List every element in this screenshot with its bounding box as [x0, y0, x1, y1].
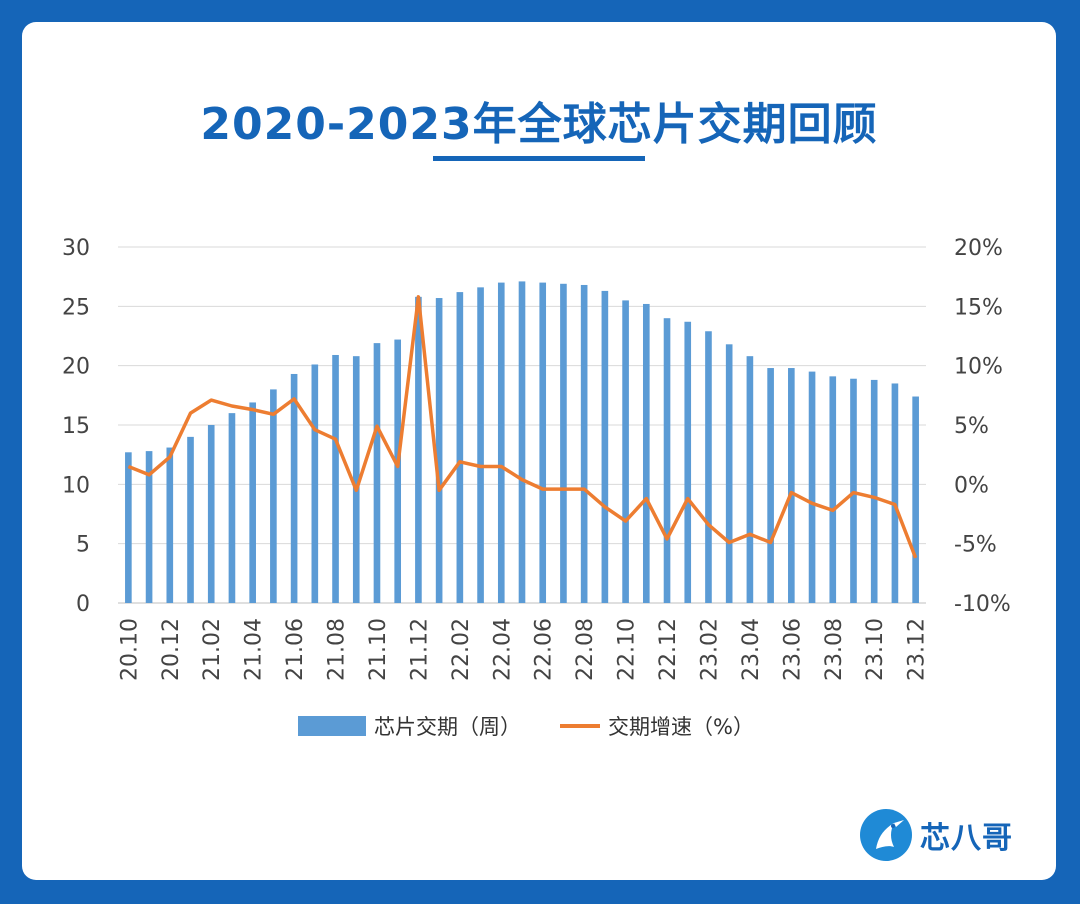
x-tick-label: 21.12 [407, 618, 432, 681]
bar [352, 356, 360, 603]
y-right-tick-label: -10% [954, 592, 1011, 617]
bar [642, 303, 650, 603]
y-right-tick-label: 0% [954, 473, 989, 498]
bar [705, 331, 712, 603]
x-tick-label: 23.04 [739, 618, 764, 681]
y-right-tick-label: 5% [954, 414, 989, 439]
title-underline [433, 156, 645, 161]
growth-line [127, 295, 918, 559]
x-tick-label: 21.02 [200, 618, 225, 681]
bar [788, 368, 795, 603]
x-tick-label: 22.08 [573, 618, 598, 681]
y-left-tick-label: 5 [76, 533, 90, 558]
y-left-tick-label: 25 [62, 295, 90, 320]
bar [870, 379, 878, 603]
bar [228, 413, 236, 603]
bar [663, 318, 671, 603]
x-tick-label: 23.06 [780, 618, 805, 681]
bar [125, 452, 132, 603]
x-tick-label: 23.02 [697, 618, 722, 681]
y-left-tick-label: 20 [62, 355, 90, 380]
y-left-tick-label: 10 [62, 473, 90, 498]
bar [435, 298, 443, 603]
bar [622, 300, 629, 603]
bird-logo-icon [860, 809, 912, 861]
x-tick-label: 22.12 [656, 618, 681, 681]
bar [477, 287, 484, 603]
y-right-tick-label: 10% [954, 355, 1003, 380]
x-tick-label: 22.10 [615, 618, 640, 681]
bar [539, 282, 547, 603]
bar [829, 376, 837, 603]
x-tick-label: 20.10 [117, 618, 142, 681]
x-tick-label: 23.10 [863, 618, 888, 681]
bar [808, 371, 816, 603]
bar [580, 284, 588, 603]
y-left-tick-label: 15 [62, 414, 90, 439]
bar [207, 425, 215, 603]
bar [497, 282, 505, 603]
bar [415, 296, 422, 603]
bar [187, 436, 194, 603]
legend-line-label: 交期增速（%） [608, 715, 754, 739]
x-tick-label: 22.06 [532, 618, 557, 681]
bar [891, 383, 899, 603]
bar [373, 343, 381, 603]
x-tick-label: 20.12 [159, 618, 184, 681]
bar [394, 339, 402, 603]
legend-bar-swatch [298, 716, 366, 736]
bar [145, 451, 153, 603]
bar [456, 292, 464, 603]
bar [518, 281, 526, 603]
bar [270, 389, 277, 603]
x-tick-label: 21.04 [242, 618, 267, 681]
bar [166, 447, 174, 603]
brand-logo: 芯八哥 [860, 807, 1013, 863]
brand-name: 芯八哥 [920, 821, 1013, 856]
x-tick-label: 21.10 [366, 618, 391, 681]
x-tick-label: 23.12 [905, 618, 930, 681]
bar [684, 321, 692, 603]
y-right-tick-label: 15% [954, 295, 1003, 320]
bar [912, 396, 919, 603]
x-tick-label: 22.04 [490, 618, 515, 681]
x-tick-label: 21.06 [283, 618, 308, 681]
y-left-tick-label: 30 [62, 236, 90, 261]
combo-chart: 0 5 10 15 20 25 30 -10% -5% 0% 5% 10% 15% 20% 20.10 20.… [62, 236, 1011, 739]
legend-bar-label: 芯片交期（周） [374, 715, 521, 739]
bar [767, 368, 774, 603]
bar [601, 290, 609, 603]
y-left-tick-label: 0 [76, 592, 90, 617]
bar [249, 402, 256, 603]
bar [290, 373, 298, 603]
bar [311, 364, 319, 603]
bar [332, 354, 339, 603]
chart-title: 2020-2023年全球芯片交期回顾 [200, 99, 878, 150]
x-tick-label: 22.02 [449, 618, 474, 681]
bar [560, 283, 567, 603]
x-tick-label: 23.08 [822, 618, 847, 681]
bar [725, 344, 733, 603]
y-right-tick-label: 20% [954, 236, 1003, 261]
chart-card: 2020-2023年全球芯片交期回顾 0 5 10 15 20 25 30 -10% -5% 0%… [22, 22, 1056, 880]
y-right-tick-label: -5% [954, 533, 997, 558]
x-tick-label: 21.08 [325, 618, 350, 681]
bar [746, 356, 754, 603]
